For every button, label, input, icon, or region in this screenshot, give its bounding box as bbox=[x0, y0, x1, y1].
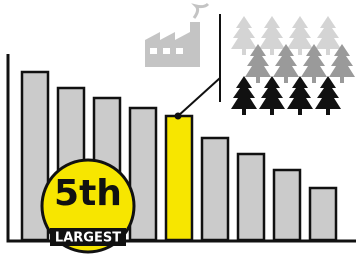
bar bbox=[202, 138, 228, 240]
factory-icon bbox=[145, 4, 208, 67]
pointer-line bbox=[178, 78, 220, 116]
pointer-dot bbox=[175, 113, 182, 120]
bar bbox=[274, 170, 300, 240]
bar bbox=[130, 108, 156, 240]
trees-icon bbox=[231, 16, 355, 115]
bar bbox=[238, 154, 264, 240]
chart: 5th LARGEST bbox=[0, 0, 356, 266]
bar bbox=[310, 188, 336, 240]
badge-rank: 5th bbox=[54, 173, 122, 214]
badge: 5th LARGEST bbox=[42, 160, 134, 252]
badge-label: LARGEST bbox=[55, 231, 121, 246]
bar bbox=[166, 116, 192, 240]
